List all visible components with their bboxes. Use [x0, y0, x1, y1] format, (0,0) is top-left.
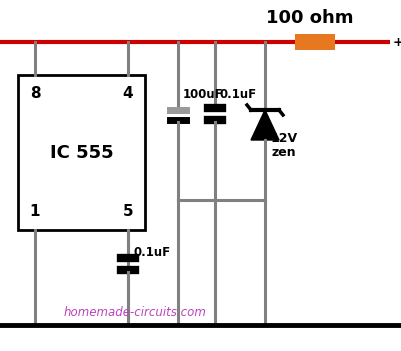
FancyBboxPatch shape: [18, 75, 145, 230]
FancyBboxPatch shape: [295, 34, 335, 50]
Text: 0.1uF: 0.1uF: [133, 246, 170, 259]
Text: 100uF: 100uF: [183, 88, 224, 101]
Text: 100 ohm: 100 ohm: [266, 9, 354, 27]
Text: zen: zen: [271, 146, 296, 159]
Text: 8: 8: [30, 86, 41, 100]
Text: +12V: +12V: [393, 35, 401, 48]
Text: IC 555: IC 555: [50, 144, 113, 161]
Text: 5: 5: [123, 205, 133, 219]
Text: 0.1uF: 0.1uF: [219, 88, 256, 101]
Polygon shape: [251, 110, 279, 140]
Text: 4: 4: [123, 86, 133, 100]
Text: homemade-circuits.com: homemade-circuits.com: [64, 305, 207, 318]
Text: 12V: 12V: [271, 132, 298, 145]
Text: 1: 1: [30, 205, 40, 219]
